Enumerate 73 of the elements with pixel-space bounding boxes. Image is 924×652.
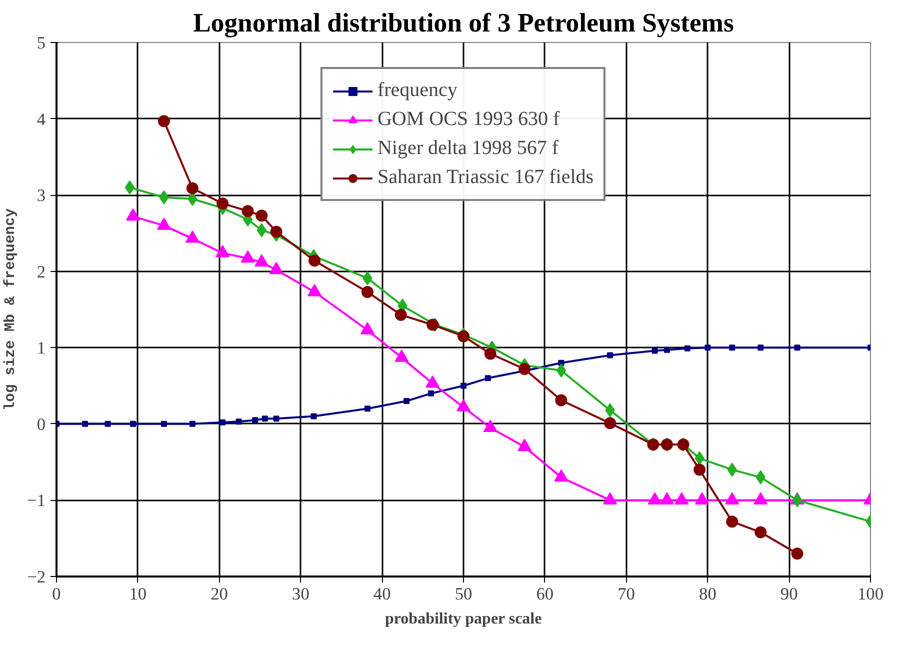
point: [484, 348, 496, 360]
x-tick-label: 80: [699, 584, 716, 604]
point: [518, 363, 531, 375]
point: [794, 344, 800, 351]
point: [160, 420, 167, 427]
y-tick-label: −1: [27, 491, 46, 510]
point: [607, 352, 614, 358]
point: [189, 420, 196, 427]
line-series: [56, 344, 870, 427]
point: [556, 364, 566, 378]
x-tick-label: 20: [210, 584, 228, 604]
point: [308, 254, 321, 267]
x-tick-label: 50: [454, 584, 472, 604]
point: [428, 390, 434, 396]
point: [273, 416, 280, 422]
point: [158, 115, 170, 128]
y-tick-label: 4: [36, 110, 46, 129]
point: [758, 344, 764, 351]
point: [220, 419, 226, 426]
y-tick-label: −2: [27, 568, 46, 586]
x-tick-label: 70: [618, 584, 635, 604]
point: [236, 418, 242, 425]
x-tick-label: 40: [373, 584, 391, 604]
point: [458, 330, 470, 342]
point: [361, 286, 374, 298]
x-tick-label: 100: [858, 584, 884, 604]
legend-label: Saharan Triassic 167 fields: [377, 166, 594, 189]
y-tick-label: 5: [36, 34, 46, 52]
x-tick-label: 90: [780, 584, 798, 604]
y-axis-title: log size Mb & frequency: [3, 208, 20, 411]
point: [364, 406, 370, 412]
point: [104, 420, 111, 427]
chart-title: Lognormal distribution of 3 Petroleum Systems: [193, 8, 734, 38]
point: [394, 308, 407, 321]
point: [186, 182, 198, 194]
legend-label: frequency: [377, 79, 458, 102]
point: [130, 420, 136, 427]
point: [555, 394, 568, 406]
point: [270, 226, 282, 238]
point: [124, 180, 135, 194]
y-tick-label: 2: [36, 262, 46, 282]
point: [684, 345, 690, 352]
legend-label: GOM OCS 1993 630 f: [377, 108, 560, 131]
point: [426, 318, 439, 331]
point: [256, 210, 268, 222]
point: [82, 420, 88, 427]
point: [729, 344, 736, 351]
point: [652, 348, 658, 354]
x-axis-title: probability paper scale: [384, 610, 542, 628]
point: [460, 382, 466, 389]
point: [242, 205, 254, 218]
x-tick-label: 30: [292, 584, 310, 604]
point: [216, 197, 229, 210]
point: [726, 516, 738, 528]
point: [252, 417, 258, 424]
point: [262, 416, 268, 422]
y-tick-label: 0: [36, 414, 46, 434]
x-tick-label: 0: [52, 584, 61, 604]
x-tick-label: 60: [536, 584, 554, 604]
point: [704, 344, 711, 351]
point: [754, 526, 767, 538]
point: [484, 375, 491, 382]
point: [664, 346, 670, 353]
point: [792, 493, 802, 508]
point: [694, 464, 706, 476]
y-tick-label: 1: [36, 338, 46, 358]
point: [791, 548, 804, 560]
point: [404, 398, 410, 404]
x-tick-label: 10: [129, 584, 147, 604]
point: [310, 413, 317, 420]
point: [604, 417, 616, 430]
y-tick-label: 3: [36, 186, 46, 206]
legend-label: Niger delta 1998 567 f: [377, 137, 559, 160]
